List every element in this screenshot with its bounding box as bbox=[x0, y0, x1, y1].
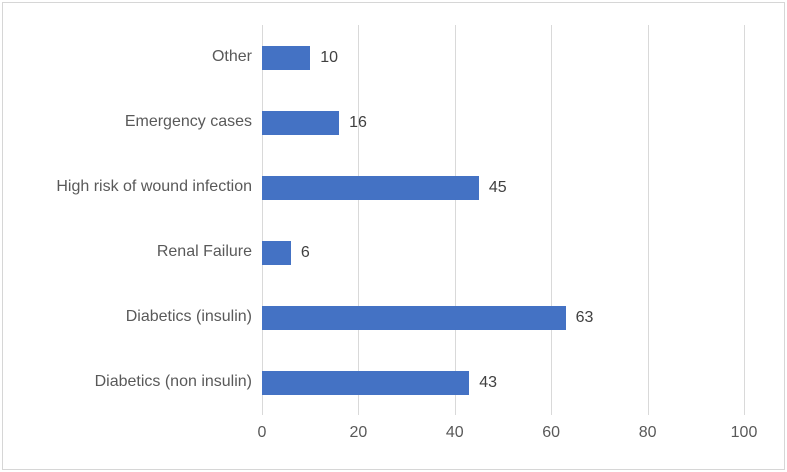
tick-label-80: 80 bbox=[638, 424, 657, 441]
tick-label-60: 60 bbox=[542, 424, 561, 441]
tick-label-20: 20 bbox=[349, 424, 368, 441]
data-label-0: 10 bbox=[320, 48, 338, 66]
gridline-40 bbox=[454, 25, 456, 415]
category-label-1: Emergency cases bbox=[124, 112, 252, 130]
bar-3 bbox=[262, 240, 291, 265]
gridline-0 bbox=[262, 25, 263, 415]
data-label-3: 6 bbox=[300, 243, 310, 261]
category-label-0: Other bbox=[211, 47, 252, 65]
data-label-5: 43 bbox=[479, 373, 498, 391]
data-label-1: 16 bbox=[349, 113, 367, 131]
plot-area: 10 16 45 6 63 43 bbox=[262, 25, 745, 415]
tick-label-100: 100 bbox=[730, 424, 758, 441]
category-label-3: Renal Failure bbox=[156, 242, 252, 260]
bar-2 bbox=[262, 175, 479, 200]
tick-label-0: 0 bbox=[257, 424, 267, 441]
gridline-20 bbox=[358, 25, 360, 415]
bar-5 bbox=[262, 370, 470, 395]
gridline-100 bbox=[744, 25, 745, 415]
data-label-2: 45 bbox=[488, 178, 507, 196]
bar-4 bbox=[262, 305, 566, 330]
gridline-80 bbox=[647, 25, 649, 415]
tick-label-40: 40 bbox=[445, 424, 464, 441]
category-label-2: High risk of wound infection bbox=[56, 177, 252, 195]
gridline-60 bbox=[551, 25, 553, 415]
category-label-4: Diabetics (insulin) bbox=[125, 307, 252, 325]
bar-0 bbox=[262, 45, 311, 70]
bar-1 bbox=[262, 110, 340, 135]
data-label-4: 63 bbox=[575, 308, 594, 326]
category-label-5: Diabetics (non insulin) bbox=[94, 372, 252, 390]
